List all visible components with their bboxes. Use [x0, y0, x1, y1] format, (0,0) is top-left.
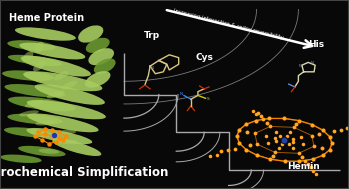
Ellipse shape [0, 155, 42, 163]
Ellipse shape [7, 114, 62, 124]
Ellipse shape [85, 71, 110, 88]
Ellipse shape [8, 97, 76, 111]
Ellipse shape [27, 128, 92, 144]
Ellipse shape [35, 120, 56, 125]
Ellipse shape [55, 130, 76, 135]
Text: S: S [206, 97, 209, 101]
Ellipse shape [27, 113, 99, 132]
Text: N: N [150, 66, 154, 70]
Text: N: N [311, 61, 314, 65]
Ellipse shape [22, 51, 34, 62]
Text: Electrochemical Simplification: Electrochemical Simplification [0, 166, 168, 179]
Ellipse shape [15, 27, 76, 41]
Text: N: N [299, 64, 302, 67]
Ellipse shape [19, 110, 39, 116]
Text: Trp: Trp [144, 31, 160, 40]
Ellipse shape [7, 40, 55, 50]
Text: N: N [180, 92, 183, 96]
Text: Hemin: Hemin [287, 162, 320, 171]
Ellipse shape [18, 146, 66, 156]
Ellipse shape [62, 81, 77, 89]
Ellipse shape [94, 58, 116, 74]
Ellipse shape [33, 61, 45, 71]
Ellipse shape [57, 139, 78, 144]
Ellipse shape [25, 101, 43, 107]
Ellipse shape [35, 84, 105, 105]
Text: His: His [309, 40, 325, 49]
Ellipse shape [5, 84, 65, 97]
Ellipse shape [78, 25, 103, 43]
Ellipse shape [27, 100, 106, 119]
Ellipse shape [4, 127, 52, 137]
Ellipse shape [52, 139, 101, 156]
Text: Increasing interaction & redox reversibility: Increasing interaction & redox reversibi… [173, 9, 284, 41]
Ellipse shape [23, 71, 102, 91]
Ellipse shape [35, 42, 44, 53]
Ellipse shape [47, 91, 64, 98]
Ellipse shape [88, 48, 114, 65]
Text: Cys: Cys [195, 53, 213, 62]
Text: Heme Protein: Heme Protein [9, 13, 84, 23]
Ellipse shape [38, 149, 59, 154]
Ellipse shape [86, 38, 110, 53]
Ellipse shape [21, 56, 91, 77]
Ellipse shape [19, 43, 86, 59]
Ellipse shape [2, 70, 54, 81]
Ellipse shape [8, 55, 62, 66]
Ellipse shape [54, 71, 68, 80]
